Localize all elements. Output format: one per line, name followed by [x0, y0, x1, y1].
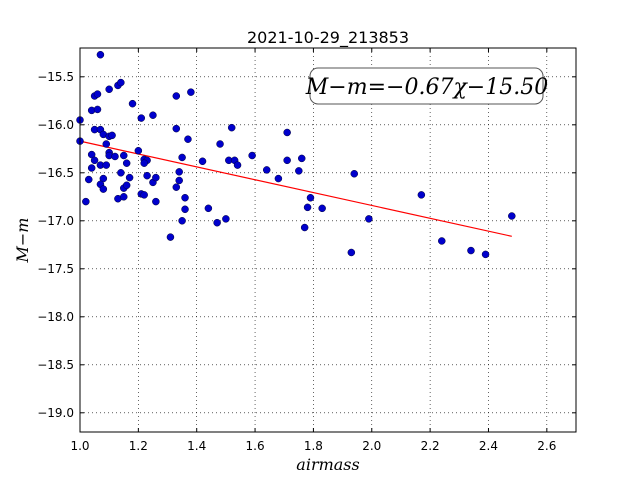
data-point [108, 131, 116, 140]
data-point [172, 92, 181, 100]
data-point [295, 167, 303, 175]
data-point [96, 50, 105, 59]
data-point [216, 140, 224, 148]
data-point [198, 157, 207, 166]
data-point [166, 233, 175, 241]
data-point [175, 176, 183, 185]
chart-title: 2021-10-29_213853 [247, 28, 409, 48]
y-tick-labels: −15.5 −16.0 −16.5 −17.0 −17.5 −18.0 −18.5 −19.0 [37, 70, 74, 420]
data-point [152, 197, 160, 206]
data-point [283, 156, 291, 165]
data-point [140, 159, 148, 167]
data-point [222, 215, 230, 223]
plot-frame [79, 47, 577, 433]
data-point [181, 194, 189, 202]
fit-annotation: M−m=−0.67χ−15.50 [305, 67, 548, 105]
y-tick-label: −16.5 [37, 166, 74, 180]
data-point [306, 194, 315, 202]
y-tick-label: −17.0 [37, 214, 74, 228]
x-tick-label: 1.6 [246, 439, 265, 453]
grid [79, 48, 576, 432]
data-point [204, 204, 213, 213]
y-tick-label: −18.0 [37, 310, 74, 324]
data-point [262, 166, 271, 174]
data-point [172, 124, 181, 133]
y-tick-label: −15.5 [37, 70, 74, 84]
data-point [85, 175, 93, 184]
data-point [117, 169, 125, 177]
data-point [187, 88, 195, 96]
data-point [178, 153, 186, 162]
x-tick-label: 1.2 [129, 439, 148, 453]
data-point [134, 146, 143, 155]
data-point [120, 193, 128, 201]
fit-annotation-box [309, 67, 544, 105]
x-tick-label: 1.4 [187, 439, 206, 453]
x-axis-label: airmass [296, 455, 359, 474]
data-point [90, 156, 99, 165]
y-tick-label: −16.0 [37, 118, 74, 132]
data-point [481, 250, 490, 259]
data-point [248, 151, 256, 160]
data-point [93, 90, 102, 98]
data-point [122, 181, 131, 190]
data-point [233, 161, 242, 169]
data-point [125, 173, 134, 182]
data-point [120, 151, 128, 160]
data-point [172, 183, 181, 191]
data-point [318, 204, 326, 213]
x-tick-label: 2.2 [421, 439, 440, 453]
axis-ticks [79, 48, 576, 432]
x-tick-label: 2.4 [479, 439, 498, 453]
data-point [137, 114, 146, 122]
data-point [303, 203, 312, 212]
data-point [181, 205, 189, 214]
data-point [149, 111, 157, 119]
data-point [467, 246, 475, 255]
x-tick-label: 2.0 [362, 439, 381, 453]
data-point [300, 223, 309, 232]
data-point [143, 171, 151, 180]
data-point [417, 191, 426, 199]
y-axis-label: M−m [13, 218, 32, 264]
x-tick-label: 2.6 [537, 439, 556, 453]
data-point [227, 123, 236, 132]
x-tick-label: 1.0 [70, 439, 89, 453]
data-point [184, 135, 192, 143]
x-tick-label: 1.8 [304, 439, 323, 453]
fit-line [79, 140, 512, 237]
data-point [365, 215, 373, 223]
data-point [128, 99, 137, 108]
data-point [117, 78, 125, 87]
data-point [111, 152, 119, 161]
data-point [105, 85, 113, 94]
data-point [274, 174, 283, 183]
data-point [350, 170, 359, 178]
fit-equation: M−m=−0.67χ−15.50 [305, 75, 548, 100]
y-tick-label: −17.5 [37, 262, 74, 276]
data-point [347, 248, 356, 257]
data-point [102, 161, 111, 169]
data-point [122, 159, 131, 167]
data-point [213, 218, 221, 227]
data-point [140, 191, 148, 199]
data-point [99, 185, 108, 193]
data-point [93, 105, 102, 114]
data-point [87, 164, 96, 172]
data-point [178, 217, 186, 225]
y-tick-label: −18.5 [37, 358, 74, 372]
scatter-points [76, 50, 516, 259]
data-point [297, 154, 306, 163]
data-point [175, 168, 183, 176]
data-point [438, 237, 446, 245]
data-point [152, 173, 160, 182]
y-tick-label: −19.0 [37, 406, 74, 420]
data-point [283, 128, 291, 137]
data-point [508, 212, 516, 220]
data-point [82, 197, 90, 206]
fit-line-layer [79, 140, 512, 237]
data-point [102, 140, 111, 148]
x-tick-labels: 1.0 1.2 1.4 1.6 1.8 2.0 2.2 2.4 2.6 [70, 439, 556, 453]
